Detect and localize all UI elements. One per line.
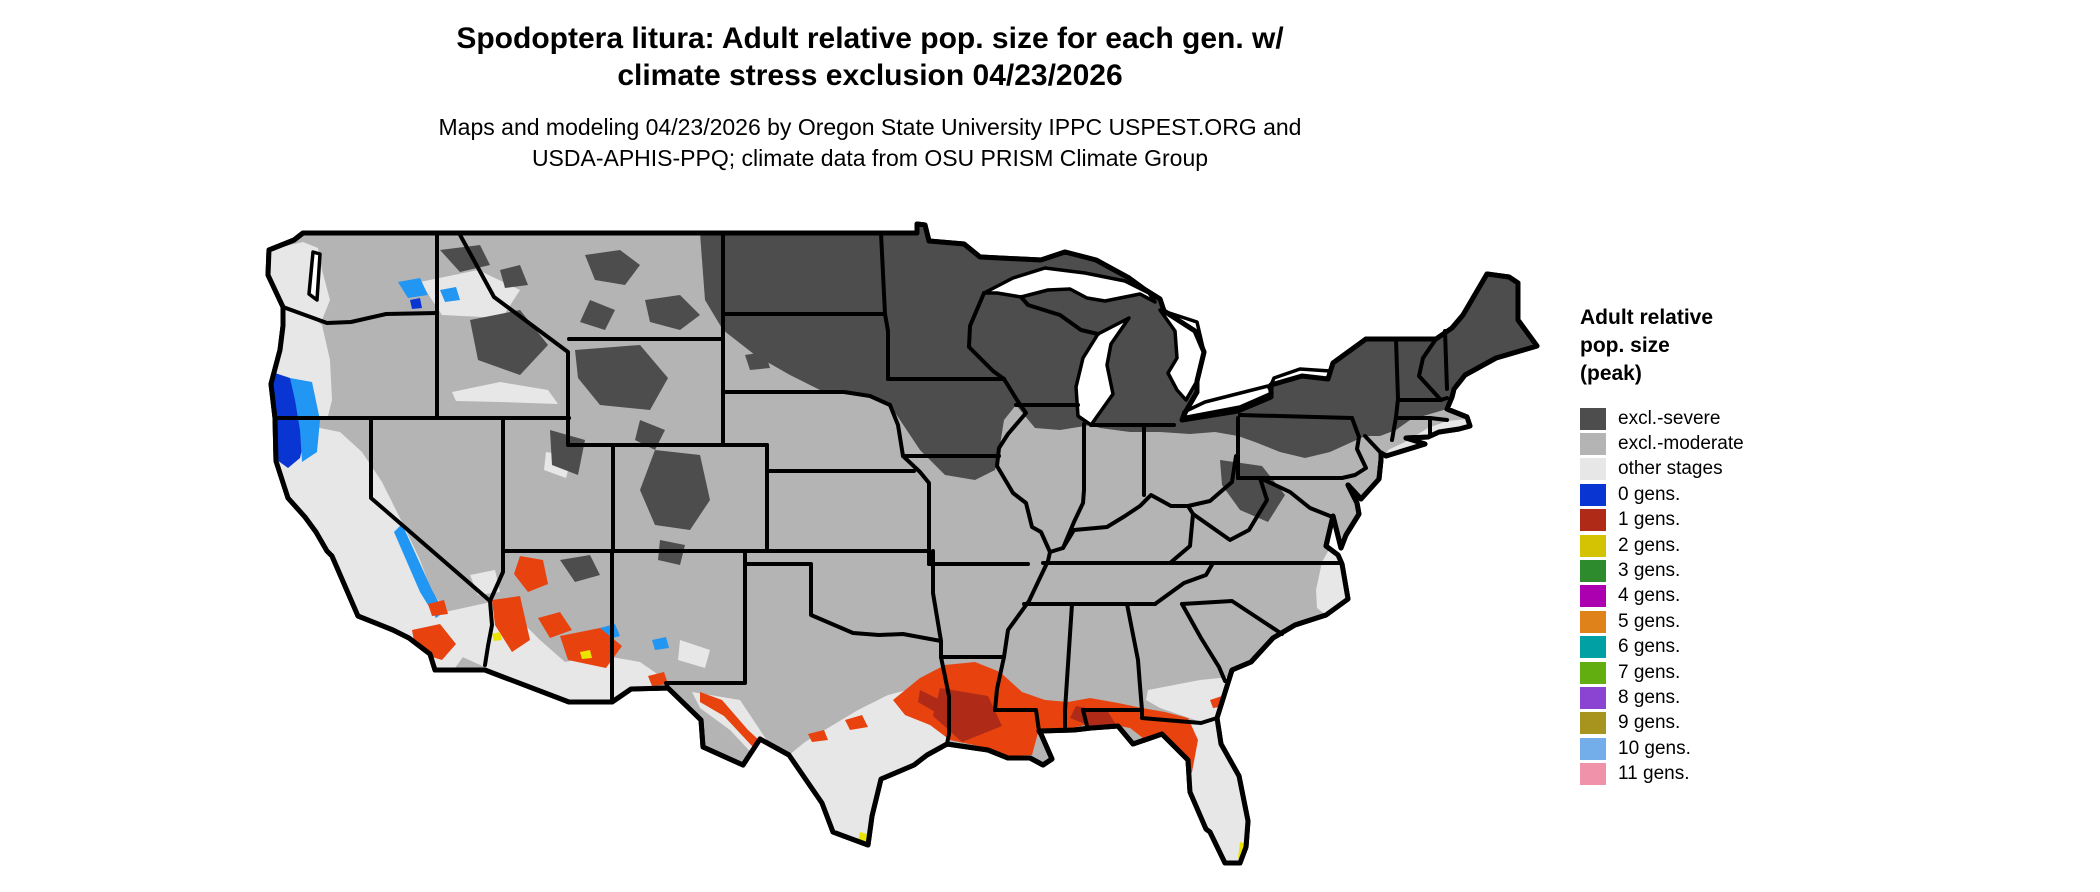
legend-item-label: 4 gens. <box>1618 585 1681 607</box>
legend-swatch-icon <box>1580 407 1606 430</box>
legend-item: 6 gens. <box>1580 635 1744 660</box>
legend-item-label: 10 gens. <box>1618 737 1691 759</box>
legend-title-line3: (peak) <box>1580 362 1642 385</box>
legend-item: 8 gens. <box>1580 685 1744 710</box>
legend-item-label: 6 gens. <box>1618 636 1681 658</box>
legend-item-label: 1 gens. <box>1618 509 1681 531</box>
legend-item: 1 gens. <box>1580 508 1744 533</box>
legend-swatch-icon <box>1580 686 1606 709</box>
page-title: Spodoptera litura: Adult relative pop. s… <box>200 20 1540 94</box>
legend-item: 7 gens. <box>1580 660 1744 685</box>
page-subtitle-line1: Maps and modeling 04/23/2026 by Oregon S… <box>438 114 1302 140</box>
legend-item-label: 2 gens. <box>1618 534 1681 556</box>
legend-item-label: excl.-severe <box>1618 407 1721 429</box>
legend-item-label: 7 gens. <box>1618 661 1681 683</box>
legend-swatch-icon <box>1580 610 1606 633</box>
legend-item-label: 0 gens. <box>1618 483 1681 505</box>
page-title-line1: Spodoptera litura: Adult relative pop. s… <box>456 22 1284 55</box>
legend-swatch-icon <box>1580 560 1606 583</box>
legend-swatch-icon <box>1580 458 1606 481</box>
legend-item: 2 gens. <box>1580 533 1744 558</box>
legend-items: excl.-severe excl.-moderate other stages 0 … <box>1580 406 1744 787</box>
page-subtitle-line2: USDA-APHIS-PPQ; climate data from OSU PR… <box>531 145 1209 171</box>
legend-item-label: excl.-moderate <box>1618 433 1744 455</box>
legend-item-label: 11 gens. <box>1618 763 1690 785</box>
legend-item-label: 8 gens. <box>1618 686 1681 708</box>
legend-item: 10 gens. <box>1580 736 1744 761</box>
legend-swatch-icon <box>1580 483 1606 506</box>
legend-item: other stages <box>1580 457 1744 482</box>
page-title-line2: climate stress exclusion 04/23/2026 <box>617 59 1123 92</box>
legend-title-line1: Adult relative <box>1580 306 1714 329</box>
legend-item: 4 gens. <box>1580 584 1744 609</box>
legend-title: Adult relative pop. size (peak) <box>1580 304 1744 388</box>
legend-item: 3 gens. <box>1580 558 1744 583</box>
page-subtitle: Maps and modeling 04/23/2026 by Oregon S… <box>200 112 1540 174</box>
legend-item-label: 5 gens. <box>1618 610 1681 632</box>
legend-swatch-icon <box>1580 585 1606 608</box>
legend-swatch-icon <box>1580 534 1606 557</box>
legend-item-label: 9 gens. <box>1618 712 1681 734</box>
legend-item: 5 gens. <box>1580 609 1744 634</box>
legend-item: excl.-moderate <box>1580 431 1744 456</box>
legend-item: 0 gens. <box>1580 482 1744 507</box>
legend-swatch-icon <box>1580 712 1606 735</box>
legend-item-label: 3 gens. <box>1618 560 1681 582</box>
legend-swatch-icon <box>1580 737 1606 760</box>
legend-swatch-icon <box>1580 509 1606 532</box>
legend-item: 11 gens. <box>1580 761 1744 786</box>
legend-item: excl.-severe <box>1580 406 1744 431</box>
legend-swatch-icon <box>1580 433 1606 456</box>
legend-swatch-icon <box>1580 636 1606 659</box>
legend-title-line2: pop. size <box>1580 334 1670 357</box>
legend-swatch-icon <box>1580 661 1606 684</box>
map-legend: Adult relative pop. size (peak) excl.-se… <box>1580 304 1744 787</box>
legend-item-label: other stages <box>1618 458 1723 480</box>
legend-item: 9 gens. <box>1580 711 1744 736</box>
legend-swatch-icon <box>1580 763 1606 786</box>
